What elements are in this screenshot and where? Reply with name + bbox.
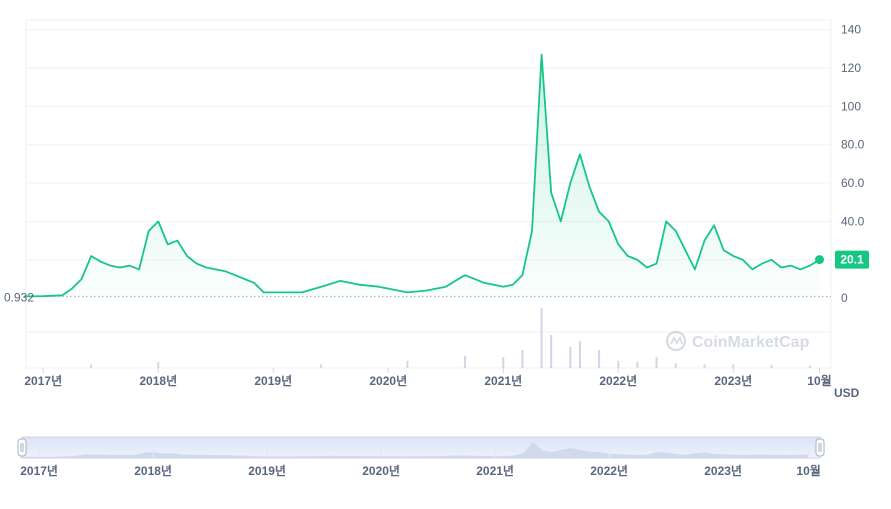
x-tick-label: 2017년: [24, 374, 62, 388]
x-tick-label: 2019년: [254, 374, 292, 388]
volume-bar: [809, 366, 811, 368]
currency-label: USD: [834, 386, 859, 400]
navigator-x-tick-label: 2020년: [362, 464, 400, 478]
volume-bar: [541, 308, 543, 368]
y-tick-label: 120: [841, 61, 861, 75]
volume-bar: [732, 364, 734, 368]
navigator-left-handle[interactable]: [18, 439, 26, 456]
logo-wave: [671, 338, 682, 344]
volume-bar: [675, 363, 677, 368]
navigator-x-tick-label: 2018년: [134, 464, 172, 478]
current-price-dot: [815, 255, 824, 264]
y-tick-label: 100: [841, 99, 861, 113]
current-price-value: 20.1: [840, 253, 864, 267]
y-tick-label: 60.0: [841, 176, 865, 190]
navigator-right-handle[interactable]: [816, 439, 824, 456]
x-tick-label: 2018년: [139, 374, 177, 388]
navigator-x-tick-label: 2022년: [590, 464, 628, 478]
volume-bar: [320, 364, 322, 368]
volume-bar: [771, 365, 773, 368]
x-tick-label: 2020년: [369, 374, 407, 388]
volume-bar: [406, 361, 408, 368]
navigator-x-tick-label: 2017년: [20, 464, 58, 478]
volume-bar: [656, 357, 658, 368]
watermark-text: CoinMarketCap: [692, 334, 810, 351]
volume-bar: [579, 341, 581, 368]
x-tick-label: 2021년: [484, 374, 522, 388]
volume-bar: [157, 362, 159, 368]
volume-bar: [464, 356, 466, 368]
y-tick-label: 140: [841, 23, 861, 37]
grid-layer: [26, 20, 831, 373]
x-tick-label: 10월: [807, 373, 831, 388]
volume-bar: [90, 364, 92, 368]
x-tick-label: 2023년: [714, 374, 752, 388]
volume-bar: [636, 362, 638, 368]
volume-bar: [550, 335, 552, 368]
volume-bar: [502, 357, 504, 368]
y-tick-label: 0: [841, 291, 848, 305]
navigator-x-tick-label: 10월: [796, 463, 820, 478]
coinmarketcap-watermark: CoinMarketCap: [667, 332, 810, 351]
label-layer: 140 120 100 80.0 60.0 40.0 0 0.932 20.1 2017년 2018…: [4, 23, 869, 478]
start-price-label: 0.932: [4, 290, 34, 304]
navigator-x-tick-label: 2019년: [248, 464, 286, 478]
volume-bar: [569, 347, 571, 368]
navigator-x-tick-label: 2023년: [704, 464, 742, 478]
range-navigator[interactable]: [18, 437, 824, 458]
navigator-x-tick-label: 2021년: [476, 464, 514, 478]
y-tick-label: 80.0: [841, 138, 865, 152]
plot-frame: [26, 20, 831, 368]
volume-bar: [704, 364, 706, 368]
x-tick-label: 2022년: [599, 374, 637, 388]
volume-bar: [521, 350, 523, 368]
volume-bar: [598, 350, 600, 368]
volume-bar: [617, 361, 619, 368]
y-tick-label: 40.0: [841, 214, 865, 228]
